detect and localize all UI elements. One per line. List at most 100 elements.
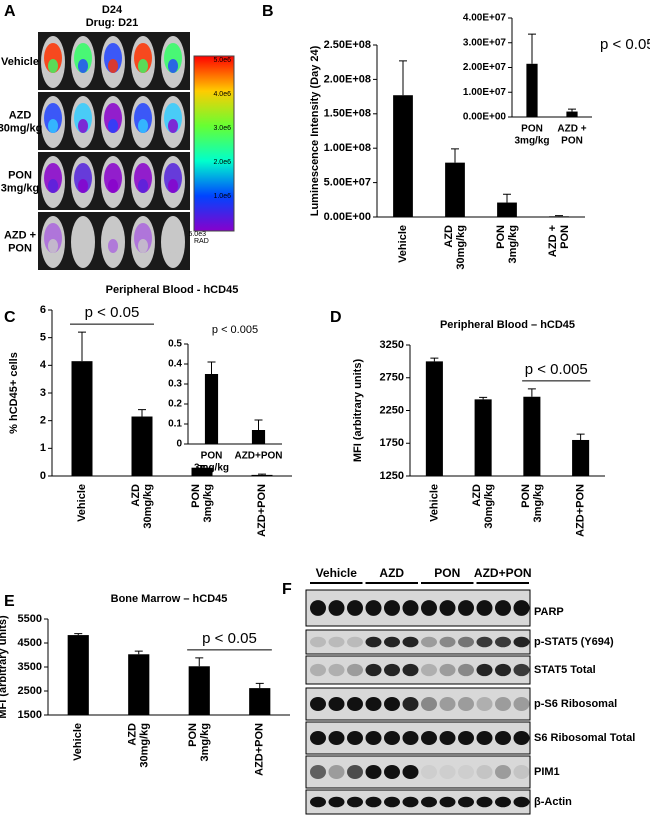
blot-band [328,636,345,648]
blot-band [310,730,326,746]
blot-band [458,636,474,648]
y-tick-label: 3500 [18,661,42,673]
header: D24 [102,4,123,16]
blot-band [476,600,493,616]
blot-band [439,764,456,780]
y-tick-label: 2.50E+08 [324,39,371,51]
y-tick-label: 6 [40,304,46,316]
x-tick-label: 3mg/kg [507,225,519,264]
annotation: p < 0.05 [202,630,257,647]
blot-band [310,796,326,808]
x-tick-label: 30mg/kg [142,484,154,529]
error-bar [207,361,216,374]
error-bar [451,148,459,163]
bar [251,474,273,476]
bar [191,467,213,476]
signal [168,59,178,73]
blot-band [458,600,474,616]
y-tick-label: 3 [40,387,46,399]
x-tick-label: 30mg/kg [455,225,467,270]
error-bar [399,60,407,96]
blot-band [439,636,456,648]
x-tick-label: Vehicle [428,484,440,522]
y-tick-label: 5500 [18,613,42,625]
x-tick-label: AZD+PON [256,484,268,537]
band-label: S6 Ribosomal Total [534,732,635,744]
blot-band [513,696,530,712]
error-bar [527,388,536,397]
blot-band [421,730,437,746]
blot-band [476,764,493,780]
x-tick-label: 30mg/kg [483,484,495,529]
panel-label: B [262,3,274,20]
y-tick-label: 0.3 [168,379,182,390]
blot-band [402,600,419,616]
colorbar-unit: RAD [194,238,209,245]
signal [108,239,118,253]
x-tick-label: AZD [127,723,139,746]
blot-band [384,663,400,677]
y-tick-label: 1.00E+08 [324,142,371,154]
x-tick-label: Vehicle [72,723,84,761]
panel-label: D [330,309,342,326]
row-label: PON [8,242,32,254]
blot-band [402,730,419,746]
signal [48,119,58,133]
colorbar-tick: 2.0e6 [213,159,231,166]
y-tick-label: 3250 [380,339,404,351]
x-tick-label: AZD [471,484,483,507]
panel-label: C [4,309,16,326]
signal [138,119,148,133]
x-tick-label: AZD+PON [254,723,266,776]
blot-band [347,663,363,677]
y-tick-label: 0 [40,470,46,482]
blot-band [310,764,326,780]
bar [393,95,413,217]
row-label: Vehicle [1,56,39,68]
blot-band [421,600,437,616]
y-axis-label: Luminescence Intensity (Day 24) [309,45,321,216]
x-tick-label: PON [201,451,223,462]
y-tick-label: 2.00E+08 [324,73,371,85]
blot-band [365,600,382,616]
signal [168,179,178,193]
blot-band [365,663,382,677]
y-tick-label: 1 [40,442,46,454]
blot-band [513,600,530,616]
x-tick-label: 30mg/kg [139,723,151,768]
blot-band [384,796,400,808]
signal [138,179,148,193]
bar [131,416,153,476]
blot-band [439,796,456,808]
y-axis-label: MFI (arbitrary units) [352,359,364,463]
blot-band [513,730,530,746]
blot-band [495,636,511,648]
blot-strip [305,755,531,789]
row-label: AZD + [4,229,36,241]
signal [108,59,118,73]
blot-band [328,600,345,616]
bar [523,396,541,476]
colorbar-tick: 5.0e6 [213,57,231,64]
error-bar [195,657,204,667]
bar [251,430,266,444]
row-label: 30mg/kg [0,122,42,134]
signal [138,59,148,73]
x-tick-label: 3mg/kg [532,484,544,523]
x-tick-label: AZD+PON [234,451,282,462]
error-bar [78,331,86,362]
y-tick-label: 2500 [18,685,42,697]
y-tick-label: 5.00E+07 [324,177,371,189]
blot-band [328,796,345,808]
blot-band [328,663,345,677]
group-label: AZD+PON [474,566,532,580]
signal [78,119,88,133]
signal [48,59,58,73]
chart-title: Peripheral Blood – hCD45 [440,319,575,331]
blot-band [365,764,382,780]
blot-band [439,730,456,746]
blot-band [347,730,363,746]
bar [572,439,590,476]
signal [78,239,88,253]
bar [549,216,569,217]
